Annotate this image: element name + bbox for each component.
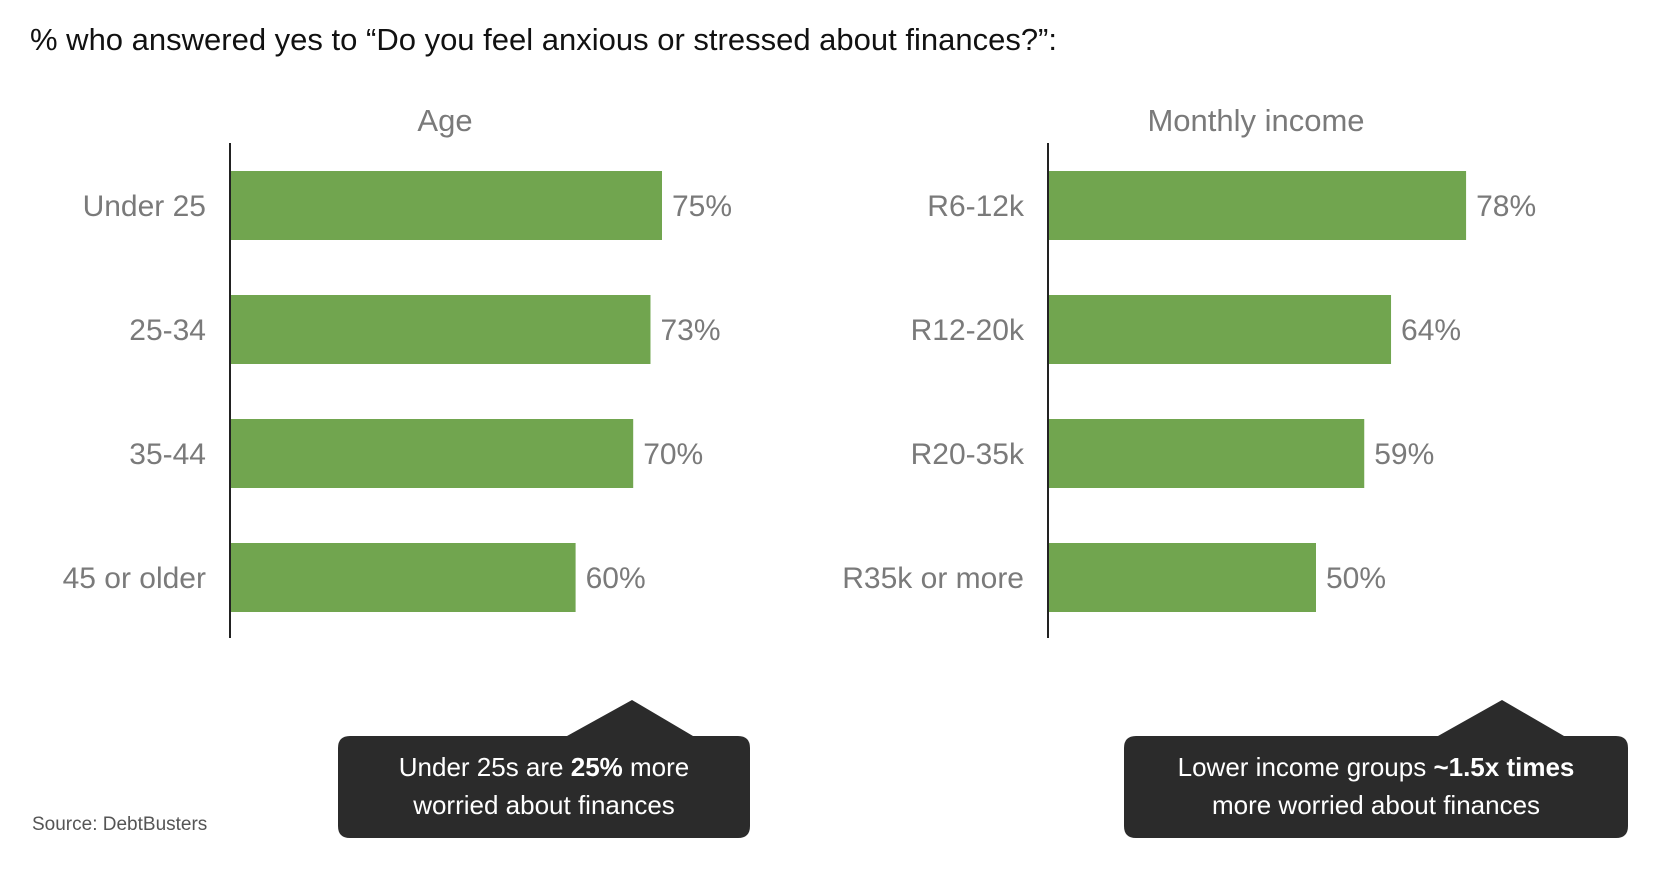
age-value-label-0: 75% [672, 190, 732, 223]
age-category-label-2: 35-44 [129, 438, 206, 471]
income-bar-0 [1048, 171, 1467, 240]
income-callout-text: Lower income groups ~1.5x times more wor… [1124, 748, 1628, 824]
income-category-label-3: R35k or more [842, 562, 1024, 595]
age-callout-shape [338, 700, 750, 838]
age-category-label-0: Under 25 [83, 190, 206, 223]
income-callout-highlight: ~1.5x times [1433, 752, 1575, 782]
income-category-label-2: R20-35k [911, 438, 1025, 471]
income-callout-line1-pre: Lower income groups [1177, 752, 1434, 782]
income-chart: Monthly income R6-12k 78% R12-20k 64% R20-35k… [838, 100, 1638, 660]
income-category-label-1: R12-20k [911, 314, 1025, 347]
age-chart-title: Age [417, 103, 472, 138]
income-chart-title: Monthly income [1147, 103, 1364, 138]
age-callout-text: Under 25s are 25% more worried about fin… [338, 748, 750, 824]
age-category-label-1: 25-34 [129, 314, 206, 347]
age-value-label-1: 73% [660, 314, 720, 347]
income-category-label-0: R6-12k [927, 190, 1025, 223]
income-bar-2 [1048, 419, 1365, 488]
income-callout-line2: more worried about finances [1211, 790, 1541, 820]
age-callout: Under 25s are 25% more worried about fin… [338, 700, 750, 838]
age-callout-line2: worried about finances [413, 790, 675, 820]
age-value-label-3: 60% [586, 562, 646, 595]
age-callout-highlight: 25% [570, 752, 623, 782]
age-chart: Age Under 25 75% 25-34 73% 35-44 70% 45 or olde… [0, 100, 800, 660]
source-note: Source: DebtBusters [32, 814, 208, 835]
income-bar-1 [1048, 295, 1392, 364]
age-bar-0 [230, 171, 662, 240]
income-value-label-0: 78% [1476, 190, 1536, 223]
income-value-label-3: 50% [1326, 562, 1386, 595]
page-title: % who answered yes to “Do you feel anxio… [30, 22, 1057, 57]
age-category-label-3: 45 or older [63, 562, 206, 595]
income-callout: Lower income groups ~1.5x times more wor… [1124, 700, 1628, 838]
income-value-label-1: 64% [1401, 314, 1461, 347]
age-value-label-2: 70% [643, 438, 703, 471]
age-chart-svg: Age Under 25 75% 25-34 73% 35-44 70% 45 or olde… [63, 103, 732, 638]
age-callout-line1-post: more [622, 752, 690, 782]
income-value-label-2: 59% [1374, 438, 1434, 471]
income-callout-shape [1124, 700, 1628, 838]
age-callout-line1-pre: Under 25s are [398, 752, 571, 782]
age-bar-2 [230, 419, 634, 488]
income-chart-svg: Monthly income R6-12k 78% R12-20k 64% R20-35k… [842, 103, 1536, 638]
income-bar-3 [1048, 543, 1316, 612]
age-bar-1 [230, 295, 651, 364]
age-bar-3 [230, 543, 576, 612]
